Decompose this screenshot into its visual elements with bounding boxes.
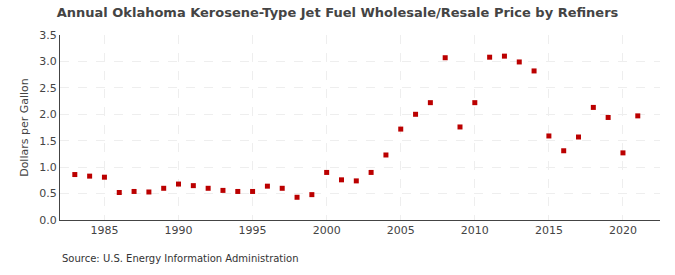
svg-text:0.0: 0.0 — [39, 214, 57, 227]
svg-text:1990: 1990 — [165, 224, 193, 237]
svg-text:2.0: 2.0 — [39, 108, 57, 121]
svg-text:2.5: 2.5 — [39, 82, 57, 95]
svg-text:Source: U.S. Energy Informatio: Source: U.S. Energy Information Administ… — [62, 253, 299, 264]
svg-text:Annual Oklahoma Kerosene-Type: Annual Oklahoma Kerosene-Type Jet Fuel W… — [57, 5, 619, 20]
svg-text:2020: 2020 — [609, 224, 637, 237]
svg-text:3.0: 3.0 — [39, 55, 57, 68]
svg-text:2015: 2015 — [535, 224, 563, 237]
svg-text:Dollars per Gallon: Dollars per Gallon — [18, 78, 31, 177]
svg-text:2000: 2000 — [313, 224, 341, 237]
svg-text:2005: 2005 — [387, 224, 415, 237]
svg-text:0.5: 0.5 — [39, 187, 57, 200]
svg-text:3.5: 3.5 — [39, 29, 57, 42]
svg-text:1.0: 1.0 — [39, 161, 57, 174]
svg-text:1.5: 1.5 — [39, 135, 57, 148]
svg-text:1995: 1995 — [239, 224, 267, 237]
svg-text:1985: 1985 — [90, 224, 118, 237]
svg-text:2010: 2010 — [461, 224, 489, 237]
